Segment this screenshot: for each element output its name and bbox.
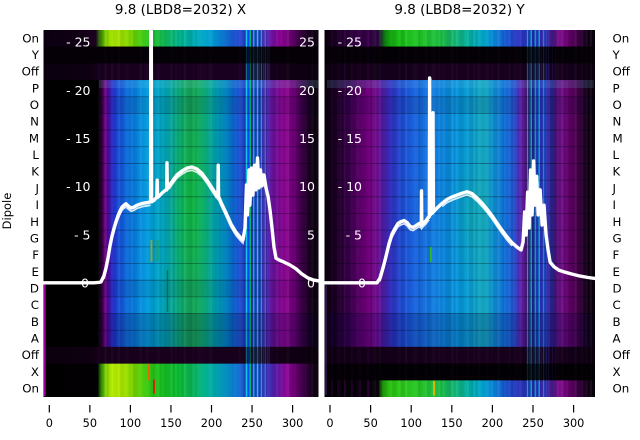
- row-label-left: K: [31, 165, 39, 179]
- heatmap-panel: - 25 - 20 - 15 - 10 - 5 0 0 50 100 150 200 250 300: [324, 30, 595, 430]
- row-label-left: On: [22, 382, 39, 396]
- row-label-right: Off: [613, 65, 631, 79]
- x-tick-label: 200: [482, 417, 504, 430]
- y-tick-label-inside: 0: [358, 276, 366, 291]
- row-label-left: Y: [31, 48, 40, 62]
- y-tick-label-inside: 0: [81, 276, 89, 291]
- row-label-right: C: [613, 298, 621, 312]
- row-label-right: A: [613, 332, 621, 346]
- row-label-right: X: [613, 365, 621, 379]
- row-label-right: E: [613, 265, 620, 279]
- row-label-right: H: [613, 215, 622, 229]
- x-tick-label: 300: [282, 417, 304, 430]
- y-tick-label-inside: - 15: [338, 131, 362, 146]
- row-label-left: D: [30, 282, 39, 296]
- row-label-right: Off: [613, 348, 631, 362]
- row-label-left: N: [30, 115, 39, 129]
- row-label-left: H: [30, 215, 39, 229]
- y-axis-label: Dipole: [0, 192, 14, 230]
- x-tick-label: 100: [120, 417, 142, 430]
- y-tick-label-inside: - 10: [66, 179, 90, 194]
- x-tick-label: 150: [441, 417, 463, 430]
- row-label-left: On: [22, 31, 39, 45]
- x-tick-label: 150: [160, 417, 182, 430]
- row-label-right: On: [613, 382, 630, 396]
- row-label-right: I: [613, 198, 616, 212]
- panel-title-right: 9.8 (LBD8=2032) Y: [394, 2, 525, 18]
- y-tick-label-inside: - 5: [346, 227, 362, 242]
- row-label-right: K: [613, 165, 621, 179]
- row-label-right: On: [613, 31, 630, 45]
- row-label-left: X: [31, 365, 39, 379]
- row-label-right: B: [613, 315, 621, 329]
- row-label-right: G: [613, 231, 622, 245]
- x-tick-label: 0: [46, 417, 53, 430]
- x-tick-label: 50: [363, 417, 377, 430]
- row-label-right: D: [613, 282, 622, 296]
- y-tick-label-inside-right: 10: [299, 179, 315, 194]
- white-trace: [43, 30, 319, 285]
- row-label-left: C: [31, 298, 39, 312]
- row-label-left: L: [32, 148, 39, 162]
- row-label-right: J: [612, 181, 616, 195]
- row-label-left: A: [31, 332, 39, 346]
- row-label-right: L: [613, 148, 620, 162]
- row-label-left: E: [32, 265, 39, 279]
- x-tick-label: 0: [326, 417, 333, 430]
- row-label-left: G: [30, 231, 39, 245]
- row-label-right: P: [613, 81, 620, 95]
- y-tick-label-inside: - 20: [66, 83, 90, 98]
- row-label-right: O: [613, 98, 622, 112]
- white-trace-echo: [441, 194, 513, 247]
- row-label-left: J: [35, 181, 39, 195]
- x-tick-label: 250: [522, 417, 544, 430]
- y-tick-label-inside: - 20: [338, 83, 362, 98]
- y-tick-label-inside: - 25: [338, 35, 362, 50]
- y-tick-label-inside-right: 5: [307, 227, 315, 242]
- row-label-left: O: [30, 98, 39, 112]
- row-label-right: Y: [612, 48, 621, 62]
- y-tick-label-inside-right: 20: [299, 83, 315, 98]
- x-tick-label: 250: [241, 417, 263, 430]
- y-tick-label-inside-right: 0: [307, 276, 315, 291]
- x-tick-label: 100: [400, 417, 422, 430]
- row-label-left: B: [31, 315, 39, 329]
- y-tick-label-inside: - 10: [338, 179, 362, 194]
- row-label-left: Off: [22, 348, 40, 362]
- x-tick-label: 50: [83, 417, 97, 430]
- row-label-left: P: [32, 81, 39, 95]
- row-label-left: Off: [22, 65, 40, 79]
- y-tick-label-inside-right: 25: [299, 35, 315, 50]
- y-tick-label-inside: - 5: [74, 227, 90, 242]
- band-on-bottom: [43, 363, 319, 397]
- row-label-right: F: [613, 248, 620, 262]
- y-tick-label-inside: - 25: [66, 35, 90, 50]
- row-label-right: N: [613, 115, 622, 129]
- row-label-left: I: [36, 198, 39, 212]
- row-label-left: M: [29, 131, 39, 145]
- y-tick-label-inside-right: 15: [299, 131, 315, 146]
- y-tick-label-inside: - 15: [66, 131, 90, 146]
- x-tick-label: 300: [563, 417, 585, 430]
- row-label-left: F: [32, 248, 39, 262]
- panel-title-left: 9.8 (LBD8=2032) X: [114, 2, 247, 18]
- row-label-right: M: [613, 131, 623, 145]
- x-tick-label: 200: [201, 417, 223, 430]
- white-trace: [324, 76, 595, 285]
